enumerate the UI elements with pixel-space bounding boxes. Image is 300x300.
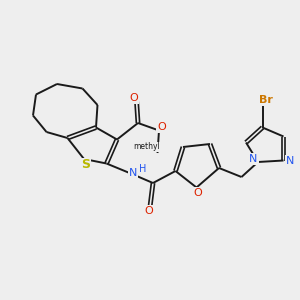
- Text: Br: Br: [259, 95, 272, 105]
- Text: H: H: [139, 164, 146, 174]
- Text: N: N: [128, 167, 137, 178]
- Text: N: N: [249, 154, 258, 164]
- Text: S: S: [81, 158, 90, 172]
- Text: N: N: [286, 155, 294, 166]
- Text: O: O: [144, 206, 153, 216]
- Text: methyl: methyl: [134, 142, 160, 152]
- Text: O: O: [194, 188, 202, 198]
- Text: O: O: [157, 122, 166, 132]
- Text: O: O: [129, 93, 138, 103]
